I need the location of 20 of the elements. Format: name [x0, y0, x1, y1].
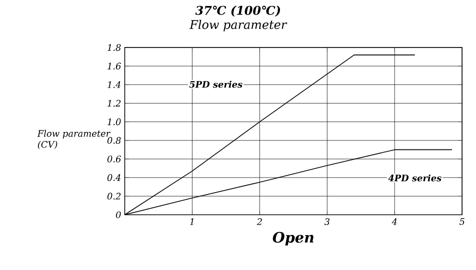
y-tick-label: 0.6	[107, 156, 121, 162]
y-tick-label: 1.0	[108, 118, 121, 126]
y-tick-label: 0.8	[107, 137, 121, 144]
y-tick-label: 1.2	[108, 100, 121, 107]
y-tick-label: 0.4	[107, 174, 121, 181]
annotation: 4PD series	[388, 174, 442, 182]
chart-subtitle: Flow parameter	[189, 20, 288, 32]
y-tick-label: 1.8	[108, 44, 121, 51]
y-tick-label: 0	[116, 211, 121, 218]
x-axis-title: Open	[272, 232, 314, 246]
x-tick-label: 4	[392, 218, 397, 225]
x-tick-label: 5	[459, 218, 464, 225]
x-tick-label: 2	[256, 218, 262, 225]
x-tick-label: 3	[324, 218, 330, 226]
x-tick-label: 1	[190, 218, 194, 225]
chart-title: 37℃ (100℃)	[195, 6, 280, 17]
y-tick-label: 1.6	[108, 62, 121, 70]
annotation: 5PD series	[189, 80, 242, 88]
y-tick-label: 1.4	[108, 81, 121, 88]
y-tick-label: 0.2	[107, 192, 121, 200]
